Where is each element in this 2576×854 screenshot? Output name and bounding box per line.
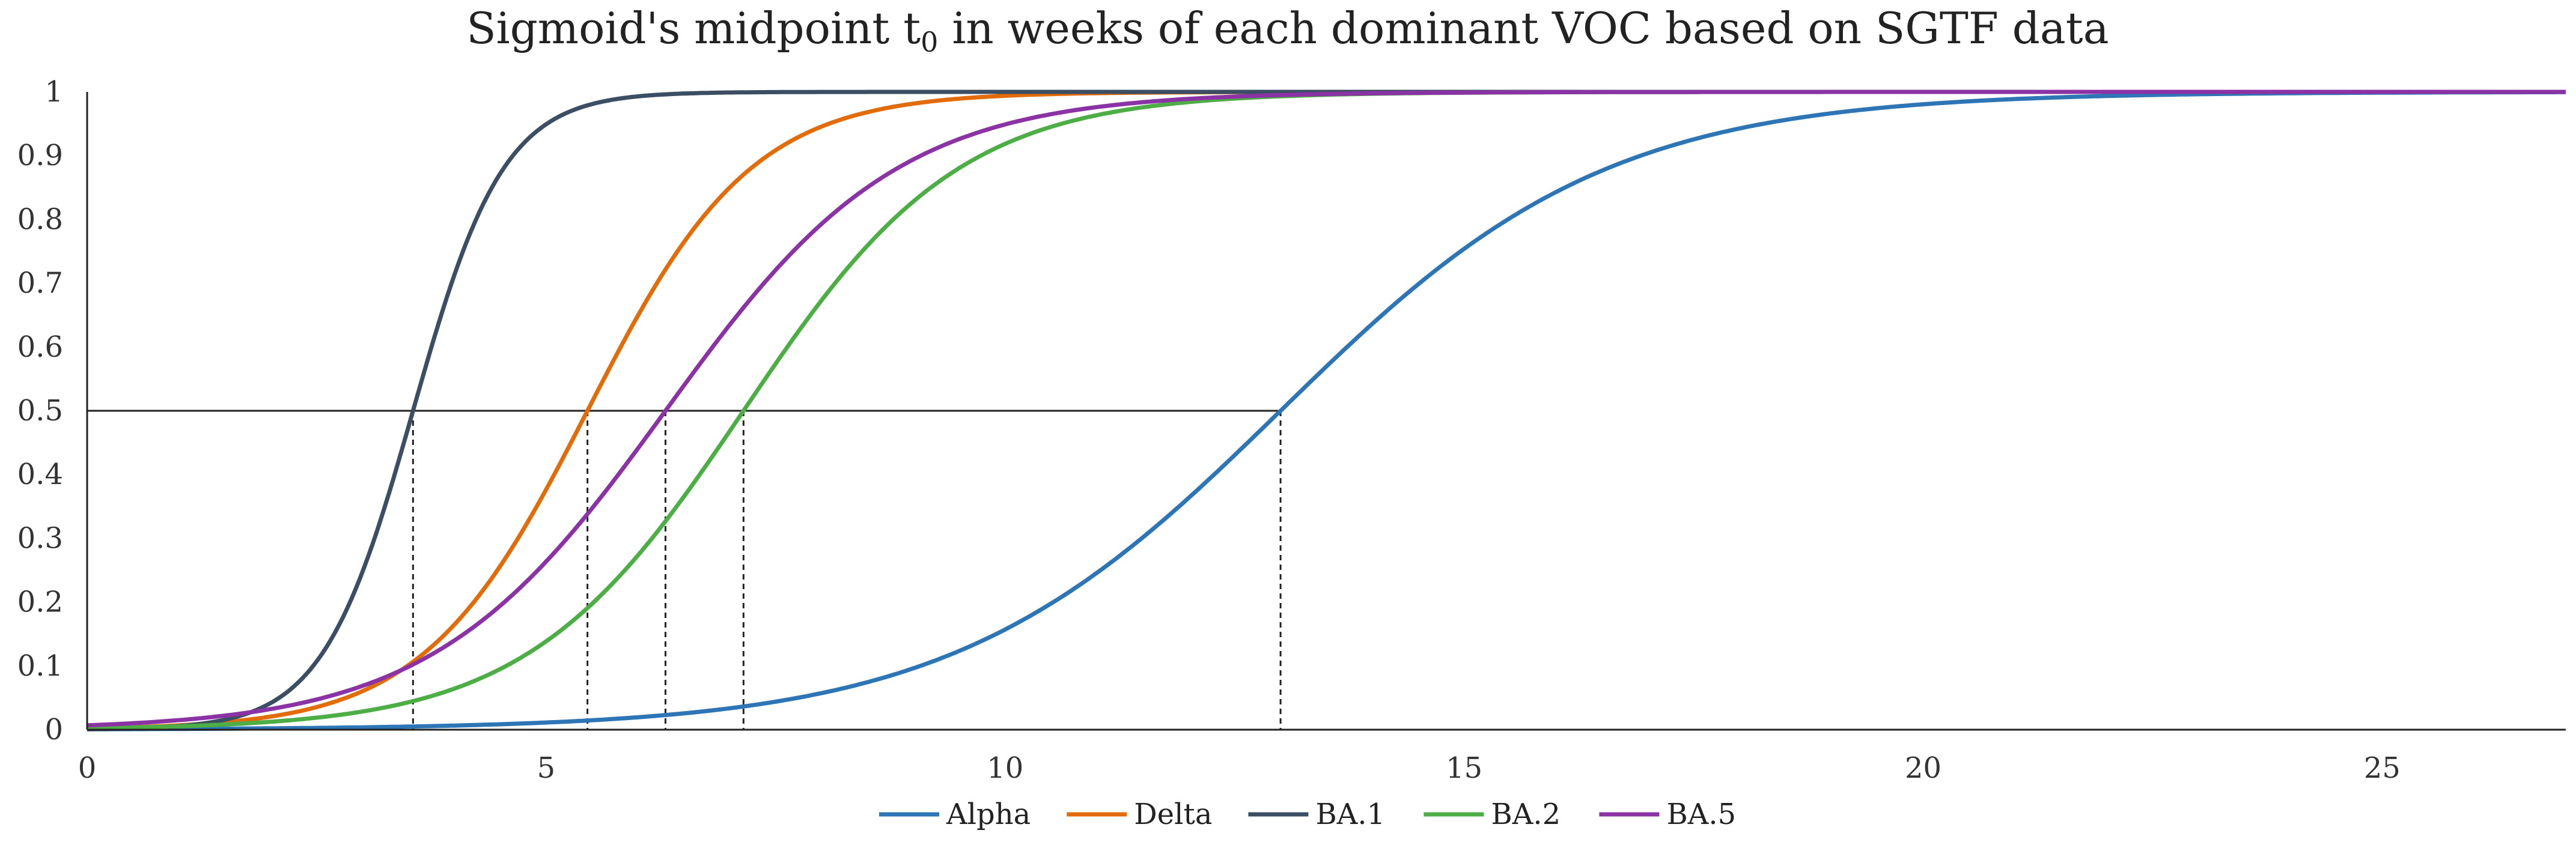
x-tick-label: 10: [987, 751, 1023, 785]
legend: Alpha Delta BA.1 BA.2 BA.5: [879, 798, 1736, 831]
chart-title-rest: in weeks of each dominant VOC based on S…: [938, 3, 2109, 53]
y-tick-label: 1: [44, 75, 63, 109]
y-tick-label: 0.2: [17, 586, 63, 619]
y-tick-label: 0.8: [17, 202, 63, 236]
axes: [86, 92, 2566, 731]
legend-label: Delta: [1134, 798, 1212, 831]
chart-title-main: Sigmoid's midpoint t: [466, 3, 921, 53]
series-line-ba5: [87, 89, 2566, 728]
y-tick-label: 0.4: [17, 458, 63, 491]
y-tick-label: 0.7: [17, 267, 63, 300]
y-tick-label: 0.3: [17, 521, 63, 555]
legend-label: BA.2: [1491, 798, 1561, 831]
y-tick-label: 0.6: [17, 330, 63, 364]
gridlines: [87, 410, 1282, 730]
series-lines: [87, 89, 2566, 731]
legend-label: BA.1: [1315, 798, 1385, 831]
x-axis-ticks: 0 5 10 15 20 25: [78, 751, 2401, 785]
y-axis-ticks: 0 0.1 0.2 0.3 0.4 0.5 0.6 0.7 0.8 0.9 1: [17, 75, 63, 746]
y-tick-label: 0.5: [17, 394, 63, 428]
legend-label: Alpha: [946, 798, 1031, 831]
y-tick-label: 0: [44, 713, 63, 746]
x-tick-label: 25: [2364, 751, 2401, 785]
x-tick-label: 5: [537, 751, 556, 785]
x-tick-label: 15: [1446, 751, 1482, 785]
x-tick-label: 0: [78, 751, 97, 785]
x-tick-label: 20: [1905, 751, 1941, 785]
y-tick-label: 0.9: [17, 139, 63, 172]
chart-title-subscript: 0: [921, 26, 938, 58]
chart-title: Sigmoid's midpoint t0 in weeks of each d…: [466, 3, 2109, 58]
series-line-alpha: [87, 89, 2566, 731]
y-tick-label: 0.1: [17, 649, 63, 683]
legend-label: BA.5: [1666, 798, 1736, 831]
